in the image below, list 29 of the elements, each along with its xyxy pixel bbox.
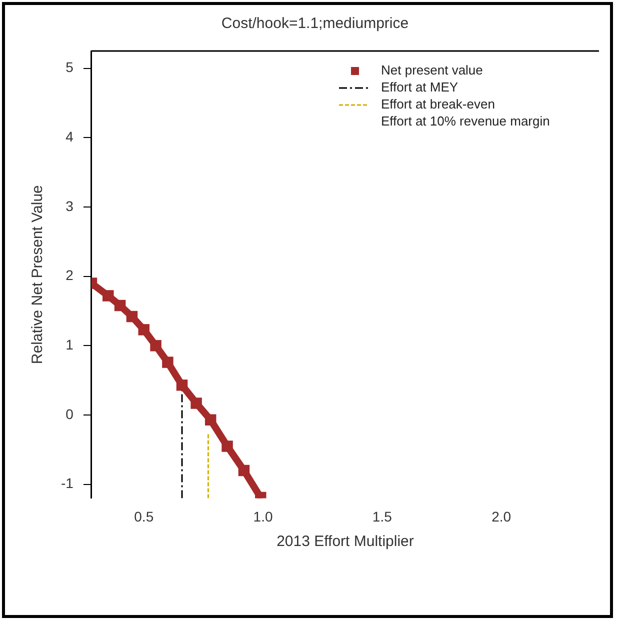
x-tick-label: 1.5 (372, 508, 392, 524)
y-tick-label: 0 (66, 406, 74, 422)
point (238, 464, 250, 476)
y-axis-title: Relative Net Present Value (29, 185, 46, 364)
point (222, 440, 233, 452)
legend-label: Effort at MEY (381, 80, 458, 95)
y-tick-label: 4 (66, 128, 74, 145)
y-tick-label: 3 (66, 198, 74, 214)
point (102, 290, 114, 302)
point (114, 300, 126, 312)
point (150, 340, 162, 352)
chart-title: Cost/hook=1.1;mediumprice (221, 15, 409, 32)
x-tick-label: 0.5 (134, 508, 154, 524)
y-tick-label: 1 (66, 336, 74, 353)
point (204, 414, 216, 426)
point (176, 380, 188, 391)
point (126, 310, 138, 322)
legend-label: Net present value (381, 62, 483, 78)
point (138, 324, 150, 336)
legend-label: Effort at break-even (381, 96, 495, 112)
x-tick-label: 1.0 (253, 508, 273, 524)
text: Effort at 10% revenue margin (381, 114, 550, 129)
y-tick-label: -1 (60, 475, 74, 492)
point (162, 356, 174, 368)
x-tick-label: 2.0 (492, 508, 512, 524)
y-tick-label: 5 (66, 59, 74, 76)
point (190, 398, 202, 409)
y-tick-label: 2 (66, 267, 74, 284)
x-axis-title: 2013 Effort Multiplier (276, 533, 414, 550)
